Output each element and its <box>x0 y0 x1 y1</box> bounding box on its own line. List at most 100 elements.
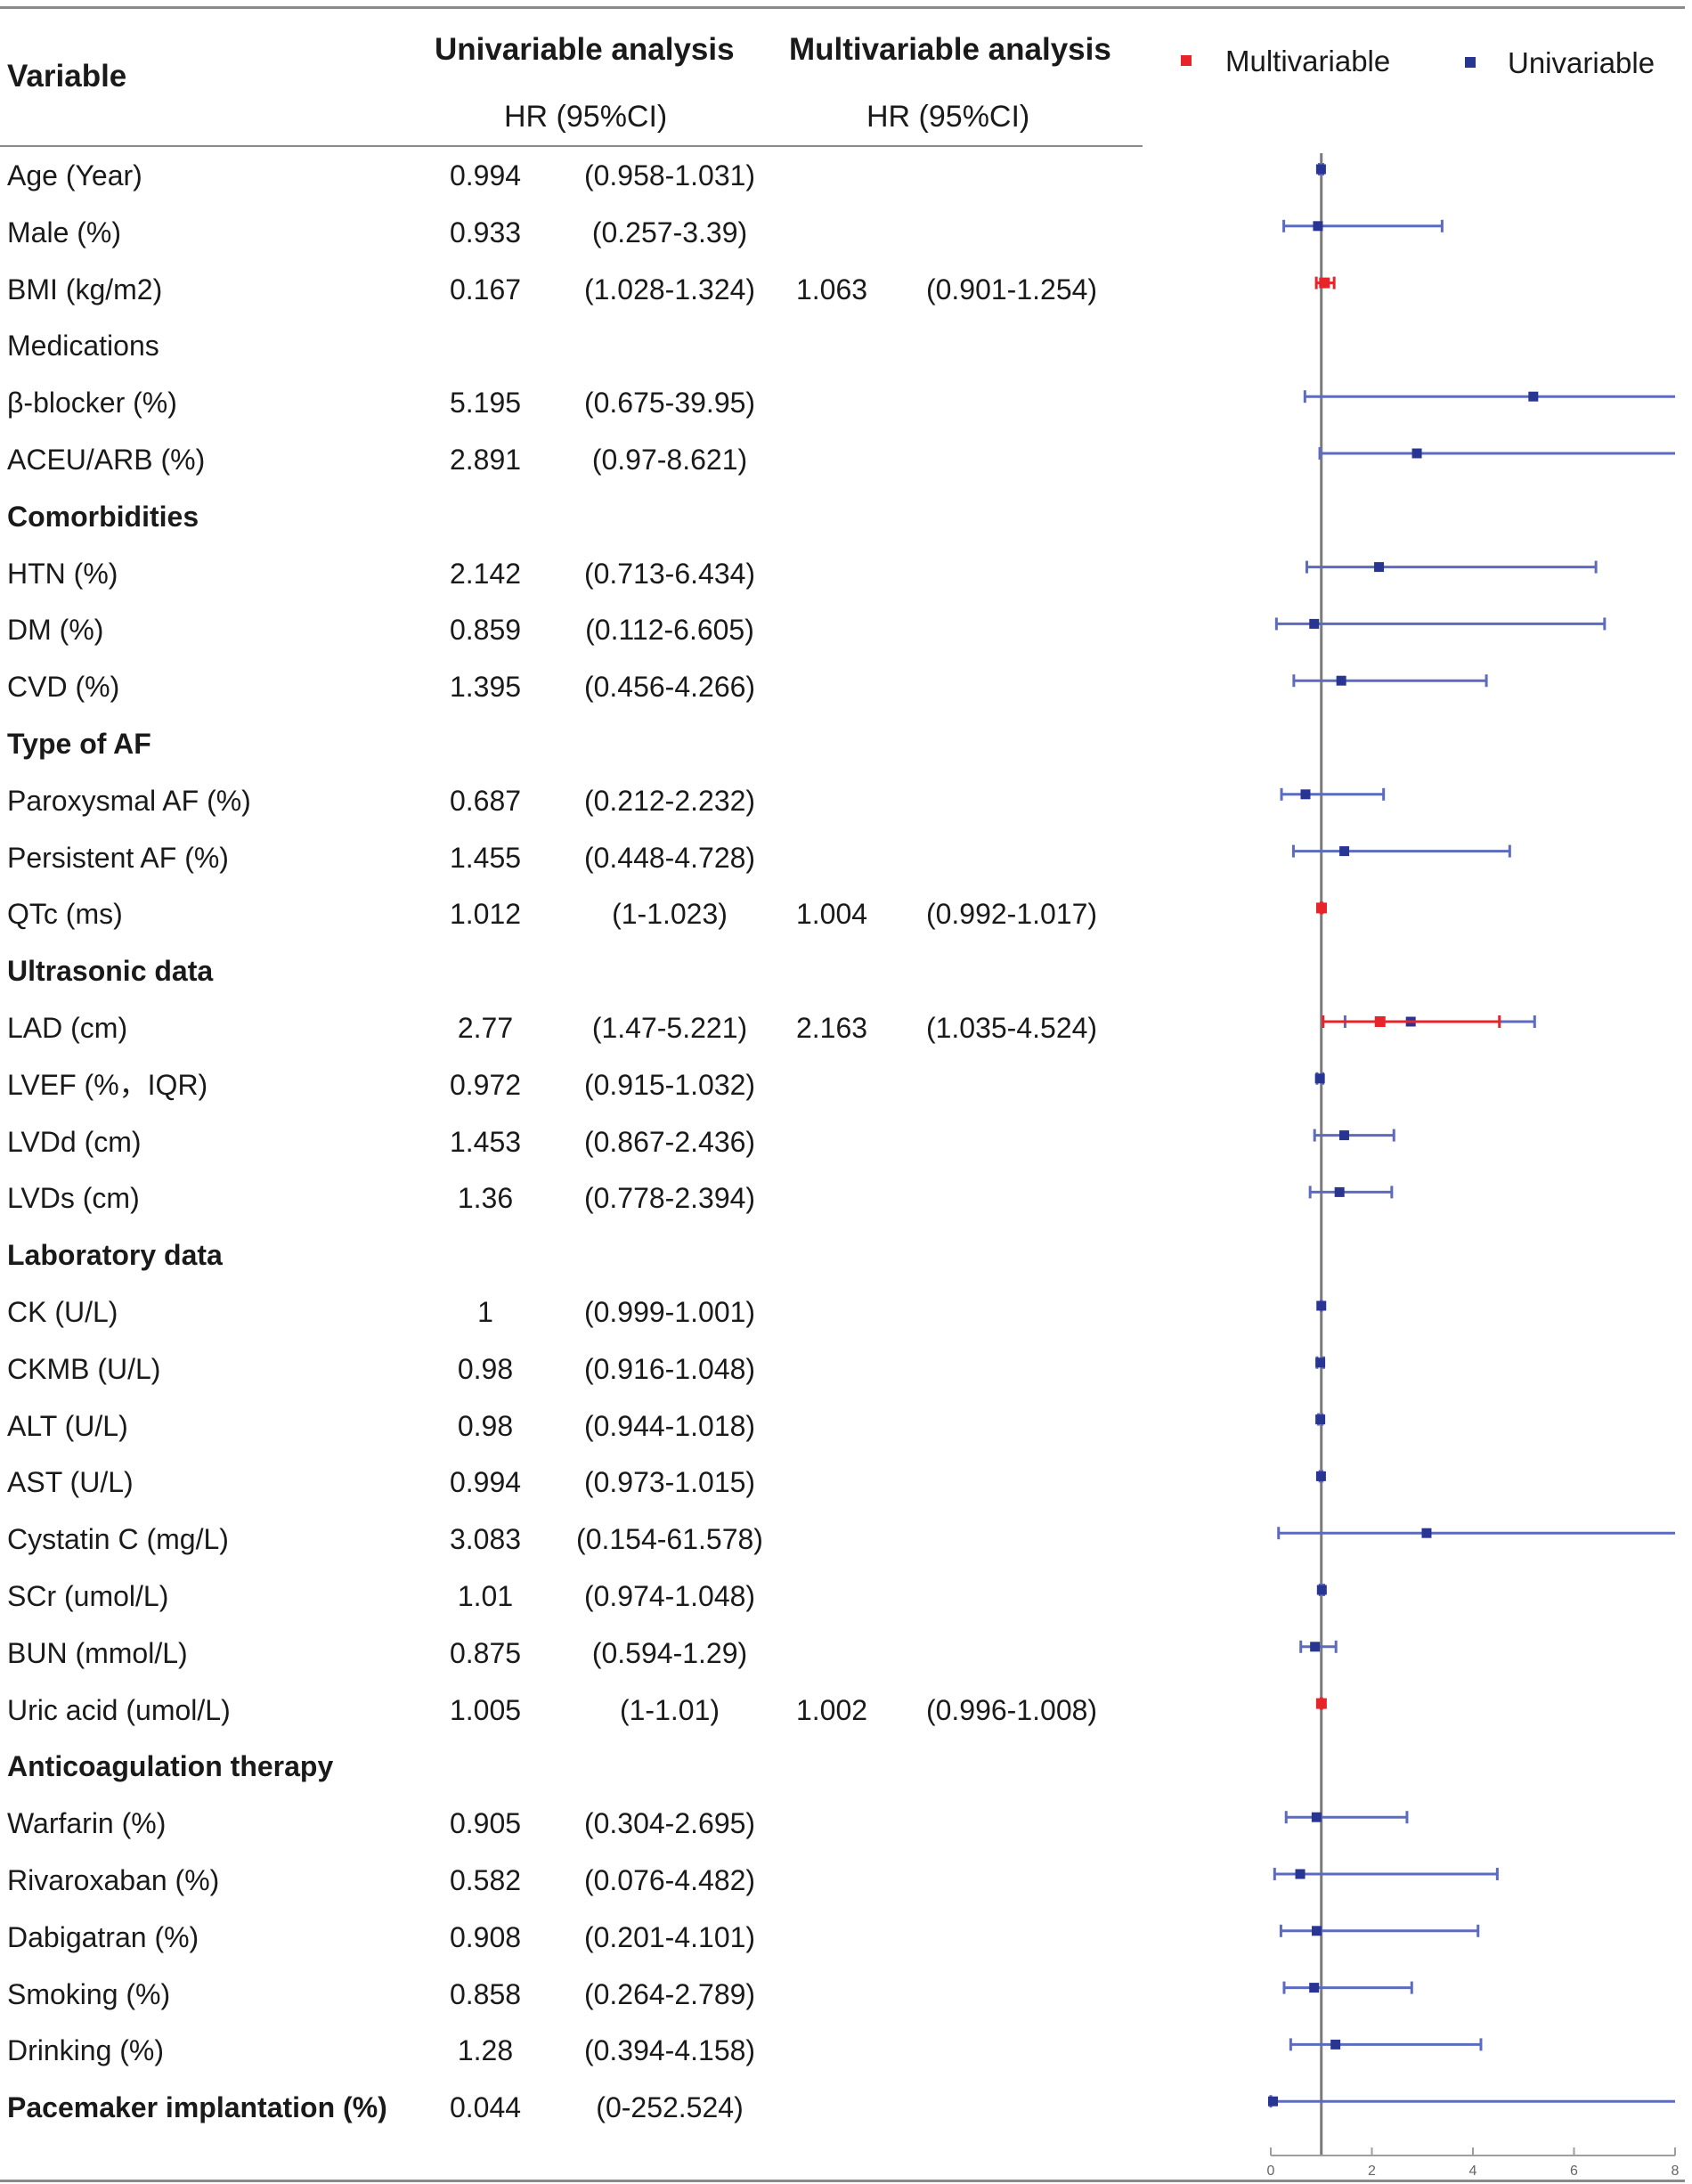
univariable-ci: (0.915-1.032) <box>583 1068 756 1101</box>
row-label: Age (Year) <box>7 159 142 192</box>
univariable-ci: (1-1.01) <box>619 1693 720 1726</box>
table-row: Comorbidities <box>0 494 1158 539</box>
table-row: LAD (cm) 2.77 (1.47-5.221) 2.163 (1.035-4.52… <box>0 1006 1158 1050</box>
univariable-hr-marker <box>1314 1073 1325 1084</box>
legend-multivariable-marker <box>1181 55 1192 66</box>
univariable-hr: 1.012 <box>449 898 522 931</box>
row-label: Persistent AF (%) <box>7 841 229 874</box>
table-row: DM (%) 0.859 (0.112-6.605) <box>0 607 1158 652</box>
table-row: Drinking (%) 1.28 (0.394-4.158) <box>0 2028 1158 2073</box>
univariable-ci: (0.778-2.394) <box>583 1182 756 1215</box>
row-label: BUN (mmol/L) <box>7 1636 188 1669</box>
row-label: CVD (%) <box>7 671 120 704</box>
univariable-hr-marker <box>1312 1926 1322 1936</box>
table-row: AST (U/L) 0.994 (0.973-1.015) <box>0 1460 1158 1504</box>
bottom-rule <box>0 2180 1685 2182</box>
univariable-hr-marker <box>1315 1357 1326 1368</box>
univariable-hr: 0.933 <box>449 216 522 249</box>
univariable-hr-marker <box>1315 1414 1326 1425</box>
univariable-hr-marker <box>1330 2039 1341 2050</box>
table-row: CKMB (U/L) 0.98 (0.916-1.048) <box>0 1347 1158 1391</box>
row-label: LVEF (%，IQR) <box>7 1068 208 1101</box>
univariable-hr-marker <box>1339 846 1350 857</box>
univariable-ci: (0-252.524) <box>596 2091 744 2124</box>
multivariable-ci: (0.996-1.008) <box>925 1693 1098 1726</box>
table-row: Dabigatran (%) 0.908 (0.201-4.101) <box>0 1915 1158 1960</box>
table-row: Uric acid (umol/L) 1.005 (1-1.01) 1.002 (0.9… <box>0 1688 1158 1732</box>
table-row: Paroxysmal AF (%) 0.687 (0.212-2.232) <box>0 778 1158 823</box>
legend-univariable-label: Univariable <box>1508 46 1655 79</box>
univariable-hr-marker <box>1310 1642 1321 1652</box>
univariable-ci: (0.867-2.436) <box>583 1125 756 1158</box>
table-row: Warfarin (%) 0.905 (0.304-2.695) <box>0 1801 1158 1846</box>
univariable-ci: (0.112-6.605) <box>585 614 754 647</box>
results-table: Age (Year) 0.994 (0.958-1.031) Male (%) 0.93… <box>0 159 1158 2130</box>
x-tick-label: 4 <box>1469 2164 1477 2179</box>
univariable-ci: (0.394-4.158) <box>583 2034 756 2067</box>
table-row: Type of AF <box>0 721 1158 766</box>
univariable-hr-marker <box>1316 1300 1327 1311</box>
univariable-hr: 0.98 <box>457 1352 514 1385</box>
multivariable-hr: 2.163 <box>795 1012 868 1044</box>
univariable-ci: (0.154-61.578) <box>576 1523 763 1556</box>
univariable-ci: (1-1.023) <box>612 898 728 931</box>
univariable-hr: 0.687 <box>449 784 522 817</box>
univariable-hr-marker <box>1295 1869 1306 1879</box>
univariable-hr: 0.905 <box>449 1807 522 1840</box>
table-row: BMI (kg/m2) 0.167 (1.028-1.324) 1.063 (0.901… <box>0 267 1158 312</box>
table-row: HTN (%) 2.142 (0.713-6.434) <box>0 551 1158 596</box>
univariable-ci: (0.97-8.621) <box>591 444 748 476</box>
x-tick-label: 0 <box>1267 2164 1275 2179</box>
row-label: Drinking (%) <box>7 2034 165 2067</box>
univariable-ci: (0.201-4.101) <box>583 1920 756 1953</box>
multivariable-ci: (0.901-1.254) <box>925 273 1098 306</box>
row-label: DM (%) <box>7 614 104 647</box>
x-tick-label: 2 <box>1368 2164 1376 2179</box>
univariable-hr-marker <box>1309 1983 1320 1993</box>
univariable-hr: 0.859 <box>449 614 522 647</box>
table-row: ACEU/ARB (%) 2.891 (0.97-8.621) <box>0 437 1158 482</box>
row-label: Smoking (%) <box>7 1977 171 2010</box>
univariable-ci: (0.076-4.482) <box>583 1864 756 1896</box>
univariable-hr-marker <box>1313 221 1323 232</box>
multivariable-hr-marker <box>1319 277 1330 289</box>
row-label: CK (U/L) <box>7 1296 118 1328</box>
row-label: Ultrasonic data <box>7 955 214 988</box>
table-row: LVDs (cm) 1.36 (0.778-2.394) <box>0 1176 1158 1220</box>
table-row: Cystatin C (mg/L) 3.083 (0.154-61.578) <box>0 1517 1158 1561</box>
univariable-hr: 0.858 <box>449 1977 522 2010</box>
table-row: Pacemaker implantation (%) 0.044 (0-252.52… <box>0 2085 1158 2130</box>
table-row: Laboratory data <box>0 1233 1158 1277</box>
x-tick-label: 8 <box>1672 2164 1680 2179</box>
univariable-hr: 1 <box>477 1296 493 1328</box>
legend-univariable-marker <box>1465 57 1476 68</box>
univariable-hr: 1.005 <box>449 1693 522 1726</box>
univariable-hr-marker <box>1411 448 1422 459</box>
row-label: Rivaroxaban (%) <box>7 1864 220 1896</box>
univariable-hr-ci-subheader: HR (95%CI) <box>504 100 668 134</box>
row-label: Uric acid (umol/L) <box>7 1693 231 1726</box>
univariable-hr: 0.994 <box>449 1466 522 1499</box>
univariable-hr: 1.36 <box>457 1182 514 1215</box>
univariable-hr-marker <box>1300 789 1311 800</box>
univariable-hr-marker <box>1374 562 1385 573</box>
multivariable-hr-marker <box>1315 902 1327 914</box>
forest-plot: 0 2 4 6 8 <box>1267 153 1680 2179</box>
row-label: ALT (U/L) <box>7 1409 128 1442</box>
row-label: Comorbidities <box>7 500 199 533</box>
top-rule <box>0 6 1685 9</box>
row-label: Laboratory data <box>7 1239 223 1272</box>
row-label: LAD (cm) <box>7 1012 128 1044</box>
univariable-ci: (1.47-5.221) <box>591 1012 748 1044</box>
univariable-hr: 1.455 <box>449 841 522 874</box>
x-tick-label: 6 <box>1570 2164 1578 2179</box>
row-label: β-blocker (%) <box>7 387 177 420</box>
row-label: Warfarin (%) <box>7 1807 167 1840</box>
multivariable-hr: 1.002 <box>795 1693 868 1726</box>
univariable-ci: (0.456-4.266) <box>583 671 756 704</box>
row-label: BMI (kg/m2) <box>7 273 163 306</box>
univariable-ci: (0.999-1.001) <box>583 1296 756 1328</box>
row-label: Cystatin C (mg/L) <box>7 1523 229 1556</box>
univariable-hr: 0.98 <box>457 1409 514 1442</box>
row-label: SCr (umol/L) <box>7 1580 169 1612</box>
